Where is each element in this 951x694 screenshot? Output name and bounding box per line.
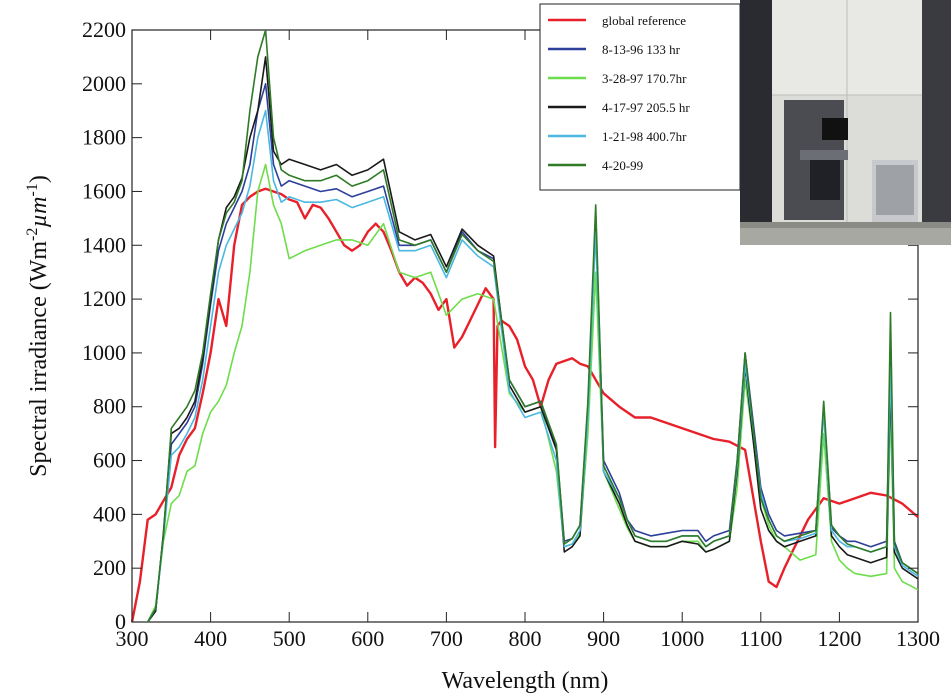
y-axis-title: Spectral irradiance (Wm-2µm-1) bbox=[24, 175, 52, 477]
y-tick-label: 600 bbox=[93, 448, 126, 473]
y-tick-label: 0 bbox=[115, 609, 126, 634]
y-tick-label: 200 bbox=[93, 555, 126, 580]
series-line-6 bbox=[147, 29, 919, 623]
series-line-1 bbox=[130, 187, 919, 623]
x-tick-label: 1100 bbox=[739, 626, 782, 651]
x-tick-label: 800 bbox=[509, 626, 542, 651]
y-tick-label: 2200 bbox=[82, 17, 126, 42]
series-layer bbox=[130, 29, 919, 623]
x-axis: 300 400 500 600 700 800 900 1000 1100 1200 1300 bbox=[116, 30, 940, 651]
x-tick-label: 1000 bbox=[660, 626, 704, 651]
y-tick-label: 1600 bbox=[82, 178, 126, 203]
legend-label: 8-13-96 133 hr bbox=[602, 42, 681, 57]
y-tick-label: 1000 bbox=[82, 340, 126, 365]
y-tick-label: 1800 bbox=[82, 125, 126, 150]
x-tick-label: 900 bbox=[587, 626, 620, 651]
legend-label: 4-20-99 bbox=[602, 158, 643, 173]
series-line-5 bbox=[147, 109, 919, 623]
y-tick-label: 1400 bbox=[82, 232, 126, 257]
x-tick-label: 700 bbox=[430, 626, 463, 651]
y-tick-label: 400 bbox=[93, 501, 126, 526]
x-tick-label: 600 bbox=[351, 626, 384, 651]
legend-label: global reference bbox=[602, 13, 686, 28]
x-tick-label: 300 bbox=[116, 626, 149, 651]
series-line-3 bbox=[146, 163, 919, 623]
x-tick-label: 400 bbox=[194, 626, 227, 651]
x-axis-title: Wavelength (nm) bbox=[442, 668, 609, 694]
legend-label: 3-28-97 170.7hr bbox=[602, 71, 687, 86]
legend-label: 4-17-97 205.5 hr bbox=[602, 100, 690, 115]
y-tick-label: 1200 bbox=[82, 286, 126, 311]
legend: global reference 8-13-96 133 hr 3-28-97 17… bbox=[539, 3, 741, 191]
y-tick-label: 800 bbox=[93, 394, 126, 419]
legend-box bbox=[539, 3, 741, 191]
y-tick-label: 2000 bbox=[82, 71, 126, 96]
lab-equipment-photo bbox=[740, 0, 951, 245]
x-tick-label: 500 bbox=[273, 626, 306, 651]
x-tick-label: 1300 bbox=[896, 626, 940, 651]
x-tick-label: 1200 bbox=[817, 626, 861, 651]
legend-label: 1-21-98 400.7hr bbox=[602, 129, 687, 144]
